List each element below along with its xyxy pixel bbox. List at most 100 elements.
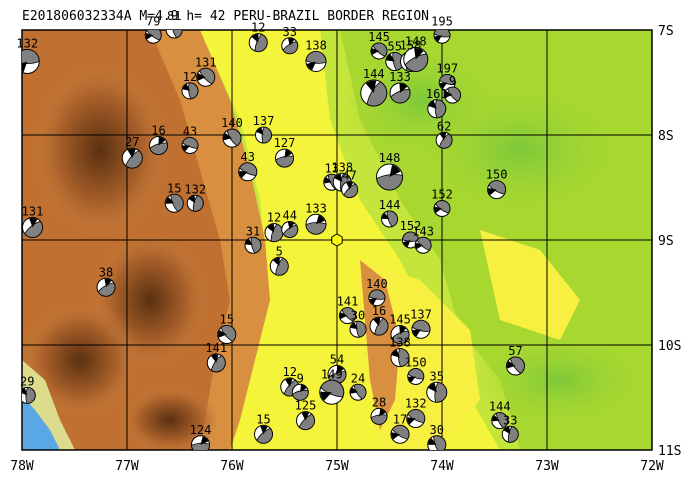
event-depth-label: 31 <box>246 224 260 238</box>
beachball <box>426 381 448 403</box>
event-depth-label: 12 <box>183 70 197 84</box>
event-depth-label: 133 <box>305 201 327 215</box>
beachball <box>411 319 431 339</box>
event-depth-label: 138 <box>389 336 411 350</box>
latitude-label: 11S <box>658 444 681 459</box>
event-depth-label: 141 <box>205 341 227 355</box>
beachball <box>319 379 345 405</box>
beachball <box>368 289 386 307</box>
event-depth-label: 144 <box>379 198 401 212</box>
event-depth-label: 33 <box>503 413 517 427</box>
beachball <box>165 30 183 39</box>
beachball <box>390 325 410 344</box>
beachball <box>389 82 411 104</box>
latitude-labels: 7S 8S 9S 10S 11S <box>658 24 681 459</box>
beachball <box>390 424 410 444</box>
beachball <box>296 411 315 431</box>
event-depth-label: 62 <box>437 119 451 133</box>
event-depth-label: 29 <box>20 374 34 388</box>
event-depth-label: 57 <box>508 344 522 358</box>
beachball <box>438 74 456 91</box>
event-depth-label: 9 <box>297 371 304 385</box>
map-title: E201806032334A M=4.9 h= 42 PERU-BRAZIL B… <box>22 9 429 24</box>
beachball <box>305 213 327 235</box>
beachball <box>217 325 237 344</box>
event-depth-label: 9 <box>449 74 456 88</box>
beachball <box>403 46 429 72</box>
longitude-label: 78W <box>10 459 34 474</box>
beachball <box>255 126 272 144</box>
event-depth-label: 35 <box>430 369 444 383</box>
event-depth-label: 150 <box>405 356 427 370</box>
event-depth-label: 127 <box>274 136 296 150</box>
beachball <box>381 210 398 228</box>
beachball <box>491 412 509 430</box>
beachball <box>327 364 347 384</box>
event-depth-label: 13 <box>325 161 339 175</box>
event-depth-label: 33 <box>283 25 297 39</box>
event-depth-label: 149 <box>321 367 343 381</box>
epicenter-marker <box>331 233 343 247</box>
beachball <box>244 236 262 254</box>
longitude-label: 72W <box>640 459 664 474</box>
event-depth-label: 144 <box>489 400 511 414</box>
beachball <box>248 33 268 53</box>
event-depth-label: 16 <box>372 304 386 318</box>
event-depth-label: 140 <box>366 277 388 291</box>
latitude-label: 8S <box>658 129 674 144</box>
beachball <box>222 128 242 148</box>
beachball <box>360 79 388 107</box>
event-depth-label: 55 <box>388 40 402 54</box>
event-depth-label: 141 <box>337 295 359 309</box>
beachball <box>349 320 367 338</box>
event-depth-label: 54 <box>330 352 344 366</box>
event-depth-label: 81 <box>167 9 181 23</box>
event-depth-label: 138 <box>305 39 327 53</box>
event-depth-label: 5 <box>276 244 283 258</box>
event-depth-label: 137 <box>253 114 275 128</box>
beachball <box>254 424 273 444</box>
event-depth-label: 158 <box>400 39 422 53</box>
beachball <box>196 67 216 87</box>
beachball <box>96 277 116 297</box>
event-depth-label: 133 <box>389 70 411 84</box>
beachball <box>370 42 388 60</box>
event-depth-label: 15 <box>256 412 270 426</box>
beachball <box>406 409 426 428</box>
event-depth-label: 145 <box>389 313 411 327</box>
event-depth-label: 138 <box>331 160 353 174</box>
event-depth-label: 47 <box>342 169 356 183</box>
event-depth-label: 24 <box>351 371 365 385</box>
event-depth-label: 150 <box>486 168 508 182</box>
event-depth-label: 161 <box>426 87 448 101</box>
beachball <box>305 51 327 72</box>
event-depth-label: 131 <box>22 204 44 218</box>
beachball <box>264 223 284 243</box>
event-depth-label: 44 <box>283 209 297 223</box>
event-depth-label: 38 <box>99 265 113 279</box>
longitude-labels: 78W 77W 76W 75W 74W 73W 72W <box>10 459 664 474</box>
event-depth-label: 195 <box>431 14 453 28</box>
beachball <box>181 82 199 100</box>
event-depth-label: 28 <box>372 395 386 409</box>
beachball <box>269 256 289 276</box>
beachball <box>435 131 453 149</box>
beachball <box>506 356 525 376</box>
map-frame <box>21 29 653 451</box>
event-depth-label: 30 <box>351 308 365 322</box>
beachball <box>369 316 389 336</box>
event-depth-label: 27 <box>125 135 139 149</box>
event-depth-label: 30 <box>430 423 444 437</box>
event-depth-label: 131 <box>195 55 217 69</box>
event-depth-label: 148 <box>379 151 401 165</box>
event-depth-label: 152 <box>400 219 422 233</box>
beachball <box>339 307 356 325</box>
longitude-label: 76W <box>220 459 244 474</box>
beachball <box>281 37 299 55</box>
beachball <box>341 181 359 199</box>
beachball <box>121 147 143 169</box>
event-depth-label: 152 <box>431 188 453 202</box>
event-depth-label: 79 <box>146 14 160 28</box>
event-depth-label: 132 <box>184 182 206 196</box>
beachball <box>22 216 43 238</box>
